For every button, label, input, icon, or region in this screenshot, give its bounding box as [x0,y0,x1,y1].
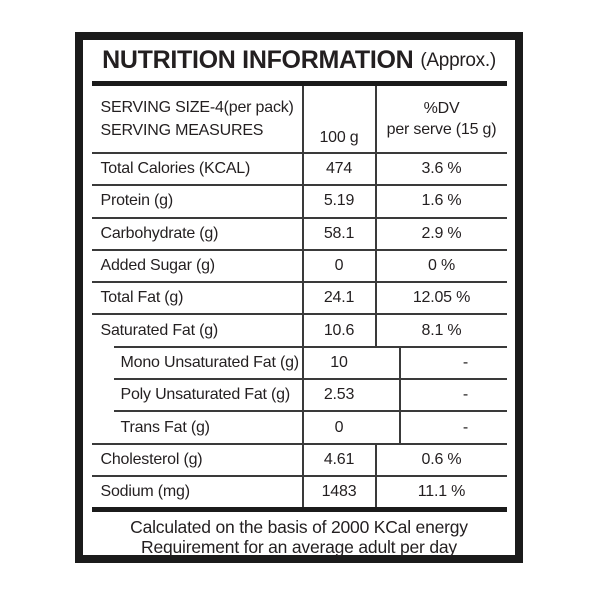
row-dv-value: 12.05 % [374,283,507,314]
dv-header-line1: %DV [423,100,460,117]
row-dv-value: 3.6 % [374,154,507,185]
label-frame: NUTRITION INFORMATION (Approx.) SERVING … [75,32,523,563]
label-inner: NUTRITION INFORMATION (Approx.) SERVING … [83,40,515,557]
per-100g-header-cell: 100 g [301,86,375,152]
serving-size-text: SERVING SIZE-4(per pack) [100,99,294,116]
serving-measures-text: SERVING MEASURES [100,122,264,139]
row-dv-value: 11.1 % [374,476,507,508]
row-dv-value: 0.6 % [374,444,507,475]
table-row: Total Calories (KCAL) 474 3.6 % [91,152,507,185]
row-dv-value: 0 % [374,250,507,282]
label-title: NUTRITION INFORMATION (Approx.) [91,40,507,81]
row-label: Total Calories (KCAL) [100,160,251,178]
row-per-100g-value: 2.53 [301,380,375,411]
table-row: Protein (g) 5.19 1.6 % [91,184,507,217]
table-body: Total Calories (KCAL) 474 3.6 % Protein (g)… [91,152,507,508]
row-dv-value: - [398,380,531,411]
row-per-100g-value: 5.19 [301,186,375,217]
row-dv-value: - [398,347,531,379]
row-label: Poly Unsaturated Fat (g) [120,386,291,404]
row-dv-value: 8.1 % [374,315,507,346]
row-dv-value: 1.6 % [374,186,507,217]
footer-line1: Calculated on the basis of 2000 KCal ene… [130,517,468,538]
row-per-100g-value: 24.1 [301,283,375,314]
table-header-row: SERVING SIZE-4(per pack) SERVING MEASURE… [92,86,507,152]
table-row: Mono Unsaturated Fat (g) 10- [92,345,507,379]
row-label: Carbohydrate (g) [100,224,219,242]
dv-header-cell: %DV per serve (15 g) [374,86,507,152]
row-per-100g-value: 1483 [301,476,375,508]
row-per-100g-value: 10.6 [301,315,375,346]
dv-header-line2: per serve (15 g) [386,121,497,138]
table-row: Total Fat (g) 24.1 12.05 % [91,281,507,314]
nutrition-table: SERVING SIZE-4(per pack) SERVING MEASURE… [91,81,507,513]
row-label: Total Fat (g) [100,289,184,307]
row-label: Saturated Fat (g) [100,321,219,339]
table-row: Carbohydrate (g) 58.1 2.9 % [91,216,507,249]
row-per-100g-value: 0 [301,250,375,282]
table-row: Poly Unsaturated Fat (g) 2.53- [92,378,507,411]
row-label: Cholesterol (g) [100,450,203,468]
row-label: Mono Unsaturated Fat (g) [120,353,300,371]
table-row: Trans Fat (g) 0- [92,410,507,443]
row-label: Protein (g) [100,192,174,210]
row-per-100g-value: 4.61 [301,444,375,475]
row-per-100g-value: 58.1 [301,218,375,249]
row-dv-value: 2.9 % [374,218,507,249]
table-row: Saturated Fat (g) 10.6 8.1 % [91,313,507,346]
footer-line2: Requirement for an average adult per day [141,537,457,558]
table-row: Cholesterol (g) 4.61 0.6 % [91,442,507,475]
table-row: Added Sugar (g) 0 0 % [91,248,507,282]
footer-note: Calculated on the basis of 2000 KCal ene… [91,512,507,557]
row-label: Added Sugar (g) [100,257,216,275]
row-per-100g-value: 0 [301,412,375,443]
row-label: Trans Fat (g) [120,418,210,436]
row-label: Sodium (mg) [100,483,191,501]
row-per-100g-value: 10 [301,347,375,379]
row-dv-value: - [398,412,531,443]
row-per-100g-value: 474 [301,154,375,185]
per-100g-text: 100 g [319,129,359,146]
title-approx-text: (Approx.) [420,49,496,71]
title-main-text: NUTRITION INFORMATION [102,46,414,74]
serving-header-cell: SERVING SIZE-4(per pack) SERVING MEASURE… [92,86,302,152]
table-row: Sodium (mg) 1483 11.1 % [91,474,507,508]
